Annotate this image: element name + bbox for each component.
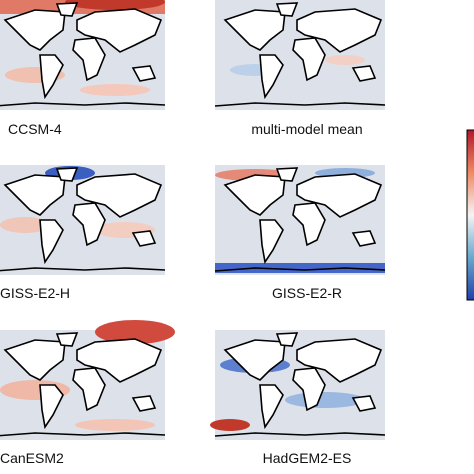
- anomaly-patch: [75, 419, 155, 431]
- map-panel: [210, 330, 386, 440]
- anomaly-patch: [0, 217, 50, 233]
- panel-label: HadGEM2-ES: [263, 450, 352, 466]
- map-panel: [214, 165, 386, 275]
- anomaly-patch: [210, 419, 250, 431]
- map-panel: [0, 0, 166, 110]
- anomaly-patch: [65, 0, 165, 10]
- map-panel: [214, 0, 386, 110]
- map-panel: [0, 320, 175, 440]
- map-panel: [0, 165, 166, 275]
- panel-label: multi-model mean: [251, 121, 362, 137]
- anomaly-patch: [95, 320, 175, 344]
- panel-label: CanESM2: [0, 450, 64, 466]
- anomaly-patch: [325, 55, 365, 65]
- panel-label: GISS-E2-R: [272, 285, 342, 301]
- anomaly-patch: [285, 392, 365, 408]
- colorbar: [466, 129, 474, 301]
- panel-label: CCSM-4: [8, 121, 62, 137]
- anomaly-patch: [215, 263, 385, 273]
- anomaly-patch: [80, 84, 150, 96]
- panel-label: GISS-E2-H: [0, 285, 70, 301]
